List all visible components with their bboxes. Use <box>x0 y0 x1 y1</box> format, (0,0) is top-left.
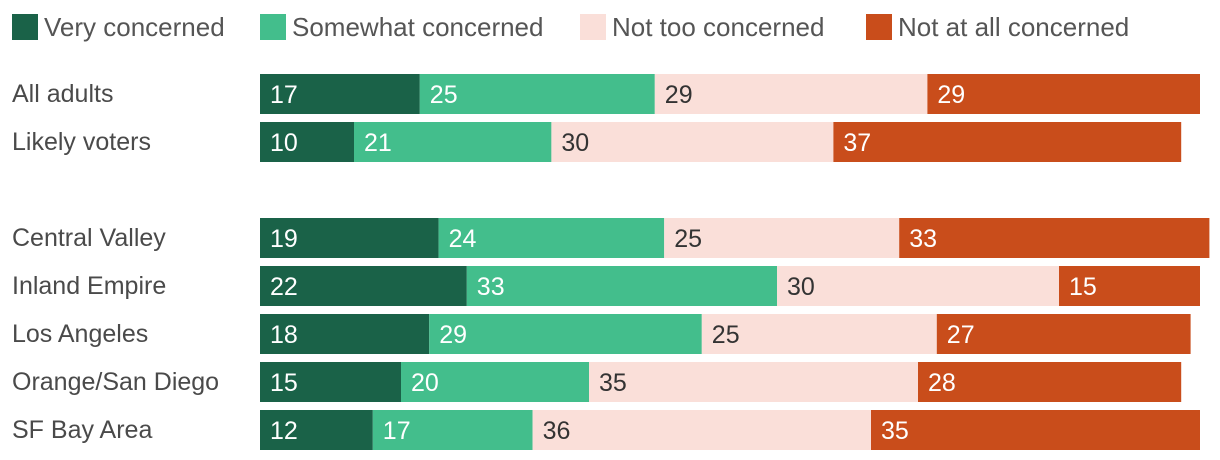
value-label-inland-empire-not-at-all-concerned: 15 <box>1069 273 1097 301</box>
category-label-sf-bay-area: SF Bay Area <box>12 416 152 444</box>
bar-row-central-valley: Central Valley 19 24 25 33 <box>12 218 1210 258</box>
value-label-los-angeles-not-too-concerned: 25 <box>712 321 740 349</box>
value-label-central-valley-somewhat-concerned: 24 <box>449 225 477 253</box>
bar-segment-likely-voters-not-too-concerned <box>551 122 834 162</box>
chart-rows: All adults 17 25 29 29 Likely voters 10 21 30 37 C… <box>12 74 1210 450</box>
bar-segment-all-adults-very-concerned <box>260 74 420 114</box>
bar-segment-likely-voters-very-concerned <box>260 122 354 162</box>
legend: Very concerned Somewhat concerned Not too … <box>12 12 1129 42</box>
value-label-los-angeles-very-concerned: 18 <box>270 321 298 349</box>
value-label-sf-bay-area-not-at-all-concerned: 35 <box>881 417 909 445</box>
value-label-all-adults-not-at-all-concerned: 29 <box>937 81 965 109</box>
bar-segment-orange-san-diego-very-concerned <box>260 362 401 402</box>
value-label-inland-empire-somewhat-concerned: 33 <box>477 273 505 301</box>
value-label-all-adults-very-concerned: 17 <box>270 81 298 109</box>
category-label-likely-voters: Likely voters <box>12 128 151 156</box>
bar-segment-likely-voters-not-at-all-concerned <box>833 122 1182 162</box>
value-label-likely-voters-not-too-concerned: 30 <box>561 129 589 157</box>
bar-row-orange-san-diego: Orange/San Diego 15 20 35 28 <box>12 362 1182 402</box>
bar-segment-all-adults-not-too-concerned <box>654 74 928 114</box>
bar-segment-los-angeles-somewhat-concerned <box>429 314 702 354</box>
value-label-central-valley-not-at-all-concerned: 33 <box>909 225 937 253</box>
bar-segment-inland-empire-somewhat-concerned <box>466 266 777 306</box>
bar-segment-los-angeles-not-at-all-concerned <box>936 314 1191 354</box>
value-label-all-adults-not-too-concerned: 29 <box>665 81 693 109</box>
bar-segment-los-angeles-not-too-concerned <box>701 314 937 354</box>
bar-segment-inland-empire-very-concerned <box>260 266 467 306</box>
bar-segment-inland-empire-not-at-all-concerned <box>1059 266 1200 306</box>
bar-segment-sf-bay-area-somewhat-concerned <box>372 410 533 450</box>
bar-row-inland-empire: Inland Empire 22 33 30 15 <box>12 266 1200 306</box>
value-label-orange-san-diego-not-too-concerned: 35 <box>599 369 627 397</box>
bar-segment-orange-san-diego-not-at-all-concerned <box>918 362 1182 402</box>
value-label-central-valley-not-too-concerned: 25 <box>674 225 702 253</box>
bar-segment-central-valley-very-concerned <box>260 218 439 258</box>
bar-segment-all-adults-not-at-all-concerned <box>927 74 1200 114</box>
value-label-all-adults-somewhat-concerned: 25 <box>430 81 458 109</box>
category-label-los-angeles: Los Angeles <box>12 320 148 348</box>
category-label-all-adults: All adults <box>12 80 113 108</box>
bar-segment-los-angeles-very-concerned <box>260 314 430 354</box>
bar-segment-likely-voters-somewhat-concerned <box>354 122 552 162</box>
bar-segment-sf-bay-area-not-at-all-concerned <box>871 410 1200 450</box>
bar-row-likely-voters: Likely voters 10 21 30 37 <box>12 122 1182 162</box>
bar-segment-central-valley-somewhat-concerned <box>438 218 665 258</box>
legend-label-not-at-all-concerned: Not at all concerned <box>898 12 1129 42</box>
value-label-inland-empire-very-concerned: 22 <box>270 273 298 301</box>
bar-segment-central-valley-not-too-concerned <box>664 218 900 258</box>
legend-swatch-not-at-all-concerned <box>866 14 892 40</box>
legend-label-very-concerned: Very concerned <box>44 12 225 42</box>
category-label-orange-san-diego: Orange/San Diego <box>12 368 219 396</box>
legend-swatch-not-too-concerned <box>580 14 606 40</box>
value-label-likely-voters-not-at-all-concerned: 37 <box>843 129 871 157</box>
bar-segment-all-adults-somewhat-concerned <box>419 74 655 114</box>
value-label-los-angeles-not-at-all-concerned: 27 <box>947 321 975 349</box>
value-label-likely-voters-somewhat-concerned: 21 <box>364 129 392 157</box>
bar-segment-sf-bay-area-not-too-concerned <box>532 410 871 450</box>
legend-swatch-somewhat-concerned <box>260 14 286 40</box>
bar-segment-orange-san-diego-somewhat-concerned <box>401 362 589 402</box>
bar-row-sf-bay-area: SF Bay Area 12 17 36 35 <box>12 410 1200 450</box>
bar-segment-sf-bay-area-very-concerned <box>260 410 373 450</box>
value-label-sf-bay-area-very-concerned: 12 <box>270 417 298 445</box>
bar-segment-orange-san-diego-not-too-concerned <box>589 362 918 402</box>
legend-swatch-very-concerned <box>12 14 38 40</box>
value-label-orange-san-diego-somewhat-concerned: 20 <box>411 369 439 397</box>
bar-row-los-angeles: Los Angeles 18 29 25 27 <box>12 314 1191 354</box>
value-label-central-valley-very-concerned: 19 <box>270 225 298 253</box>
bar-segment-central-valley-not-at-all-concerned <box>899 218 1210 258</box>
value-label-sf-bay-area-not-too-concerned: 36 <box>543 417 571 445</box>
bar-segment-inland-empire-not-too-concerned <box>777 266 1059 306</box>
category-label-central-valley: Central Valley <box>12 224 166 252</box>
value-label-orange-san-diego-very-concerned: 15 <box>270 369 298 397</box>
bar-row-all-adults: All adults 17 25 29 29 <box>12 74 1200 114</box>
value-label-los-angeles-somewhat-concerned: 29 <box>439 321 467 349</box>
value-label-inland-empire-not-too-concerned: 30 <box>787 273 815 301</box>
value-label-orange-san-diego-not-at-all-concerned: 28 <box>928 369 956 397</box>
legend-label-not-too-concerned: Not too concerned <box>612 12 824 42</box>
value-label-sf-bay-area-somewhat-concerned: 17 <box>383 417 411 445</box>
category-label-inland-empire: Inland Empire <box>12 272 166 300</box>
legend-label-somewhat-concerned: Somewhat concerned <box>292 12 543 42</box>
value-label-likely-voters-very-concerned: 10 <box>270 129 298 157</box>
